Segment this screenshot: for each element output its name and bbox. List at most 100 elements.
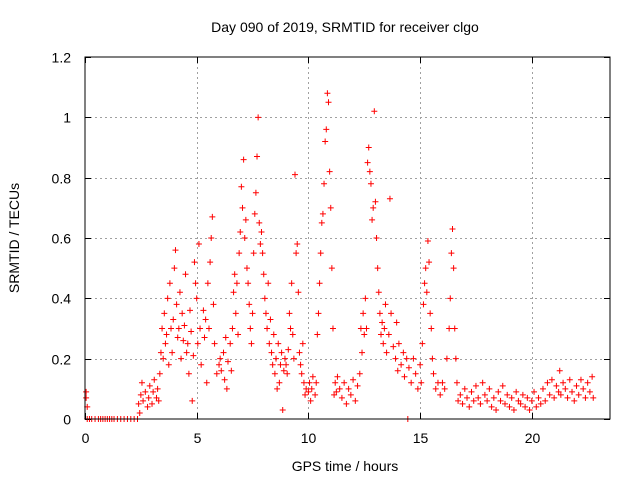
data-point xyxy=(457,391,464,398)
y-axis-label: SRMTID / TECUs xyxy=(6,183,22,293)
data-point xyxy=(210,301,217,308)
data-point xyxy=(250,250,257,257)
data-point xyxy=(278,349,285,356)
data-point xyxy=(470,397,477,404)
data-point xyxy=(437,391,444,398)
y-tick-label: 0.2 xyxy=(52,352,72,368)
data-point xyxy=(338,394,345,401)
data-point xyxy=(204,280,211,287)
data-point xyxy=(188,328,195,335)
data-point xyxy=(327,204,334,211)
data-point xyxy=(398,361,405,368)
data-point xyxy=(83,388,90,395)
data-point xyxy=(251,210,258,217)
data-point xyxy=(364,159,371,166)
data-point xyxy=(198,361,205,368)
data-point xyxy=(537,400,544,407)
data-point xyxy=(486,385,493,392)
data-point xyxy=(308,385,315,392)
data-point xyxy=(569,388,576,395)
y-tick-label: 0.6 xyxy=(52,231,72,247)
data-point xyxy=(324,90,331,97)
data-point xyxy=(510,406,517,413)
data-point xyxy=(189,397,196,404)
data-point xyxy=(164,295,171,302)
data-point xyxy=(217,355,224,362)
data-point xyxy=(517,400,524,407)
data-point xyxy=(229,325,236,332)
data-point xyxy=(357,325,364,332)
data-point xyxy=(237,228,244,235)
data-point xyxy=(238,183,245,190)
data-point xyxy=(286,310,293,317)
data-point xyxy=(273,355,280,362)
data-point xyxy=(256,219,263,226)
data-point xyxy=(367,180,374,187)
data-point xyxy=(216,361,223,368)
data-point xyxy=(171,265,178,272)
data-point xyxy=(403,355,410,362)
data-point xyxy=(83,394,90,401)
data-point xyxy=(207,259,214,266)
data-point xyxy=(544,379,551,386)
data-point xyxy=(577,376,584,383)
data-point xyxy=(290,355,297,362)
data-point xyxy=(362,295,369,302)
data-point xyxy=(366,168,373,175)
data-point xyxy=(182,271,189,278)
data-point xyxy=(582,394,589,401)
data-point xyxy=(192,280,199,287)
data-point xyxy=(464,394,471,401)
data-point xyxy=(426,259,433,266)
data-point xyxy=(160,355,167,362)
data-point xyxy=(542,397,549,404)
data-point xyxy=(429,355,436,362)
data-point xyxy=(149,400,156,407)
data-point xyxy=(157,349,164,356)
data-point xyxy=(450,265,457,272)
data-point xyxy=(372,198,379,205)
data-point xyxy=(564,394,571,401)
data-point xyxy=(281,355,288,362)
data-point xyxy=(479,379,486,386)
data-point xyxy=(526,406,533,413)
data-point xyxy=(417,361,424,368)
data-point xyxy=(259,250,266,257)
data-point xyxy=(475,394,482,401)
data-point xyxy=(185,370,192,377)
data-point xyxy=(299,340,306,347)
data-point xyxy=(352,397,359,404)
data-point xyxy=(181,322,188,329)
data-point xyxy=(184,340,191,347)
data-point xyxy=(508,394,515,401)
data-point xyxy=(322,138,329,145)
data-point xyxy=(548,376,555,383)
data-point xyxy=(257,241,264,248)
data-point xyxy=(562,385,569,392)
data-point xyxy=(260,271,267,278)
data-point xyxy=(197,325,204,332)
y-tick-label: 0 xyxy=(63,412,71,428)
data-point xyxy=(193,295,200,302)
data-point xyxy=(245,280,252,287)
data-point xyxy=(535,394,542,401)
data-point xyxy=(449,225,456,232)
data-point xyxy=(255,114,262,121)
data-point xyxy=(191,259,198,266)
data-point xyxy=(213,370,220,377)
data-point xyxy=(443,355,450,362)
data-point xyxy=(374,265,381,272)
data-point xyxy=(317,250,324,257)
data-point xyxy=(336,385,343,392)
data-point xyxy=(302,391,309,398)
data-point xyxy=(490,394,497,401)
data-point xyxy=(553,382,560,389)
data-point xyxy=(318,219,325,226)
data-point xyxy=(382,301,389,308)
data-point xyxy=(515,397,522,404)
data-point xyxy=(472,382,479,389)
data-point xyxy=(307,397,314,404)
data-point xyxy=(295,289,302,296)
